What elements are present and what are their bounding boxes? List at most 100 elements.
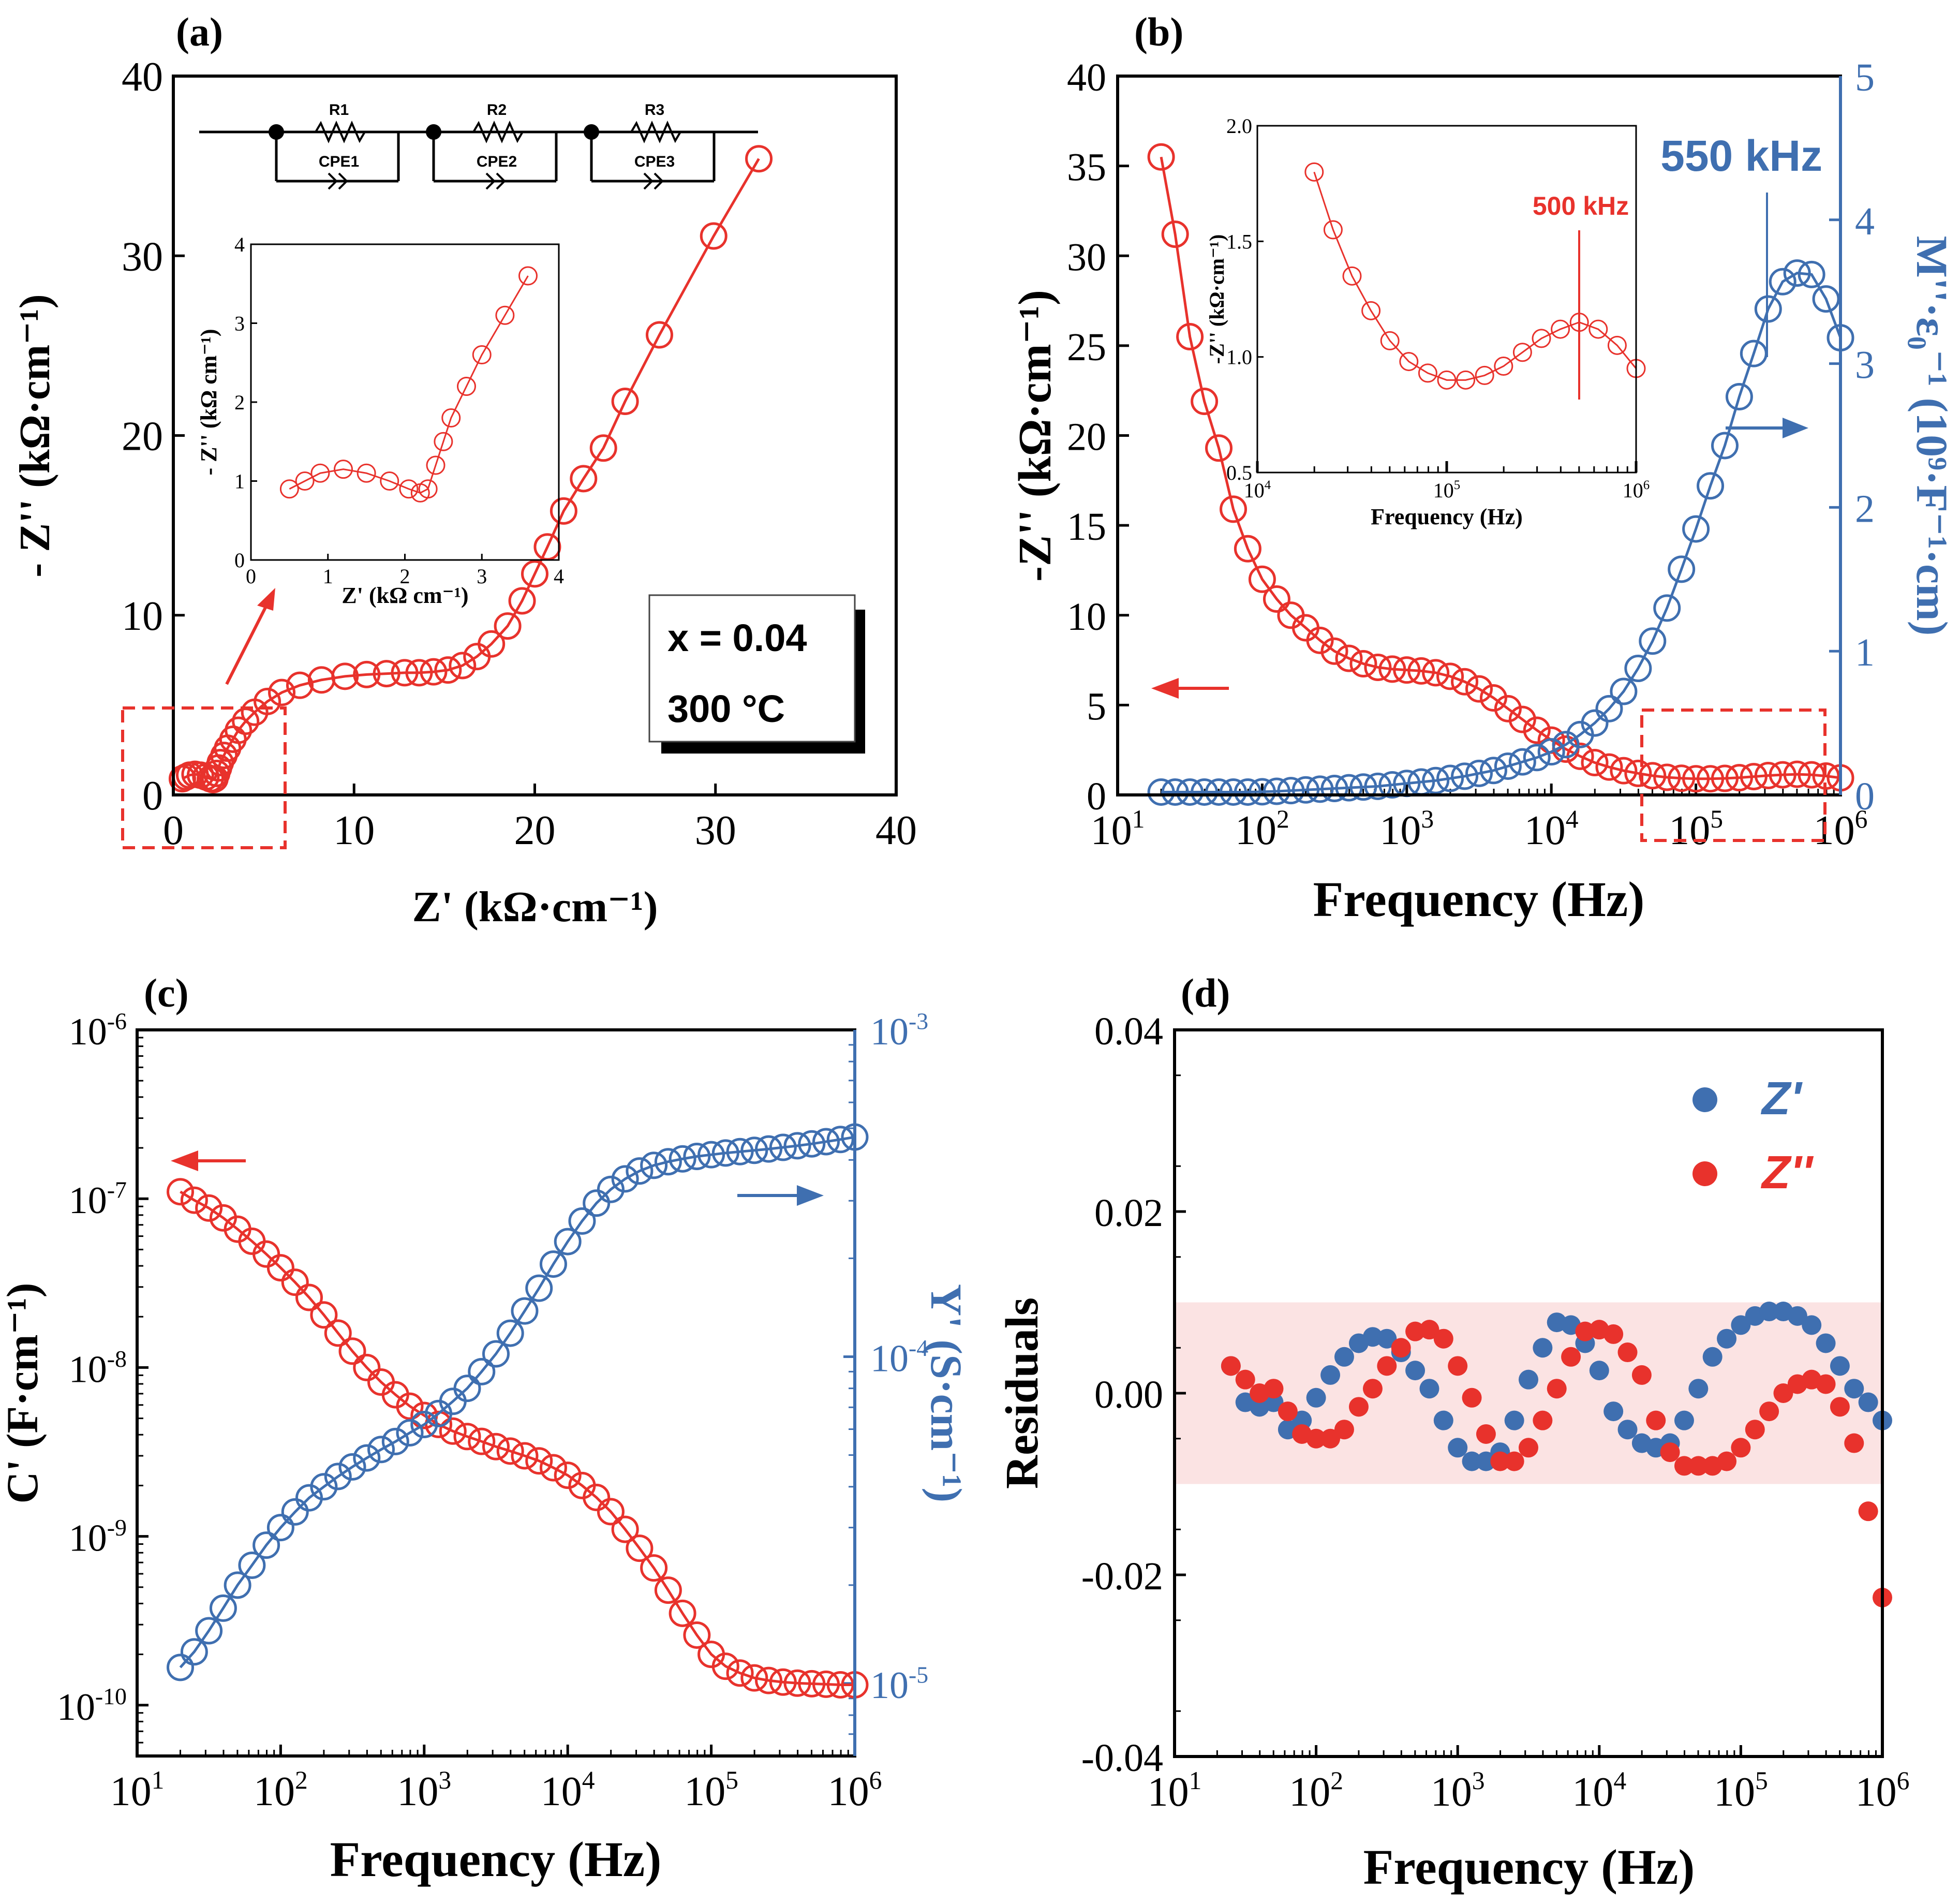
inset-data-point [399,479,419,499]
data-point-zprime [1462,1451,1482,1471]
data-point-zdoubleprime [1494,695,1522,722]
y-tick-label: -0.04 [1081,1736,1163,1780]
data-point-modulus [1479,757,1507,785]
data-point-admittance [539,1250,567,1278]
x-tick-label: 0 [163,808,184,853]
inset-y-tick-label: 3 [234,312,245,335]
data-point-capacitance [482,1433,510,1460]
inset-data-point [1475,365,1494,385]
data-point-zdoubleprime [1731,1438,1751,1458]
data-point-modulus [1697,472,1725,500]
data-point-modulus [1277,777,1305,805]
data-point-zprime [1816,1333,1836,1353]
data-point-capacitance [338,1337,366,1365]
data-point-zprime [1264,1392,1284,1412]
inset-y-tick-label: 1 [234,470,245,493]
data-point-zdoubleprime [1547,1379,1567,1399]
data-point-zprime [1802,1315,1822,1335]
data-point-zprime [1617,1420,1638,1440]
data-point-zprime [1702,1347,1723,1367]
data-point-modulus [1378,771,1406,799]
data-point-admittance [626,1157,654,1185]
circuit-label-r2: R2 [487,101,507,119]
data-point-zdoubleprime [1335,644,1363,672]
data-point-zdoubleprime [1334,1420,1354,1440]
data-point-modulus [1552,731,1580,759]
data-point-capacitance [453,1423,481,1451]
data-point-modulus [1682,515,1710,543]
data-point-capacitance [683,1621,711,1649]
data-point-zdoubleprime [1364,653,1392,681]
x-tick-label: 40 [875,808,917,853]
data-point-zdoubleprime [1646,1410,1666,1430]
data-point-capacitance [769,1668,797,1696]
data-point [494,612,522,640]
data-point-capacitance [783,1669,811,1697]
data-point-zprime [1405,1361,1426,1381]
data-point-admittance [224,1571,251,1599]
data-point-admittance [238,1551,266,1579]
data-point-capacitance [295,1283,323,1311]
data-point-modulus [1798,260,1825,288]
inset-data-point [1437,370,1457,390]
data-point [254,687,281,715]
data-point-capacitance [640,1554,668,1582]
data-point-capacitance [554,1462,582,1489]
data-point-admittance [683,1143,711,1171]
data-point-zprime [1787,1306,1807,1326]
data-point-zdoubleprime [1740,763,1768,791]
data-point-zdoubleprime [1631,1365,1652,1385]
x-tick-label: 105 [1669,805,1723,853]
data-point-admittance [266,1514,294,1542]
inset-data-point [295,471,315,491]
data-point-capacitance [669,1599,696,1627]
inset-data-point [1512,343,1532,362]
circuit-node [426,124,441,140]
x-tick-label: 103 [1431,1766,1485,1815]
data-point-modulus [1537,738,1565,766]
data-point-modulus [1161,778,1189,806]
data-point-admittance [697,1141,725,1169]
data-point-zprime [1589,1361,1609,1381]
data-point [286,671,314,699]
data-point-modulus [1494,752,1522,780]
data-point-zdoubleprime [1830,1397,1850,1417]
data-point-zprime [1603,1401,1624,1422]
data-point-admittance [769,1133,797,1161]
x-tick-label: 106 [828,1766,882,1814]
peak-label-550khz: 550 kHz [1660,131,1822,180]
data-point-zprime [1518,1369,1538,1390]
panel-c-xlabel: Frequency (Hz) [330,1832,662,1887]
y-tick-label: 10-6 [69,1008,127,1053]
y-tick-label: 0 [1087,775,1106,818]
y-tick-label: 35 [1067,146,1106,189]
data-point-zprime [1844,1379,1864,1399]
data-point-admittance [554,1228,582,1256]
inset-data-point [1399,352,1419,372]
circuit-label-cpe1: CPE1 [319,153,359,170]
data-point-zdoubleprime [1603,1324,1624,1344]
data-point-capacitance [253,1240,280,1268]
inset-b-background [1257,126,1636,473]
data-point-zdoubleprime [1220,495,1248,523]
data-point-capacitance [539,1454,567,1482]
y2-tick-label: 4 [1855,200,1875,243]
data-point-capacitance [353,1353,381,1381]
data-point-admittance [798,1130,826,1158]
data-point-zdoubleprime [1479,684,1507,712]
data-point-zdoubleprime [1306,1428,1326,1449]
inset-data-point [1532,329,1551,348]
panel-c-label: (c) [144,970,189,1015]
data-point-zdoubleprime [1465,675,1493,703]
data-point-capacitance [654,1576,682,1604]
inset-data-point [418,479,438,499]
data-point-modulus [1653,594,1681,622]
y-tick-label: -0.02 [1081,1555,1163,1598]
inset-y-tick-label: 2 [234,391,245,414]
data-point-zdoubleprime [1377,1356,1397,1376]
legend-marker-zprime [1692,1087,1717,1112]
inset-x-tick-label: 1 [323,565,333,588]
panel-b-ylabel: -Z'' (kΩ·cm⁻¹) [1009,290,1061,582]
legend-label-zprime: Z' [1760,1073,1803,1125]
y2-tick-label: 10-5 [870,1661,928,1707]
